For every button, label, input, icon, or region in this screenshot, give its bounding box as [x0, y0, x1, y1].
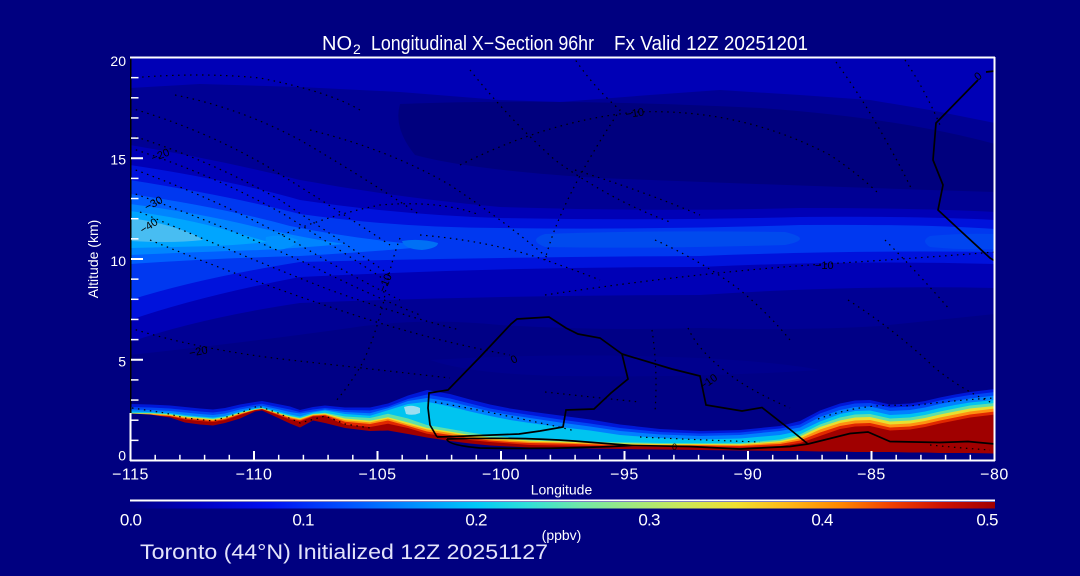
svg-text:0: 0: [672, 442, 677, 452]
svg-text:20: 20: [110, 53, 126, 69]
svg-text:Longitudinal X−Section 96hr: Longitudinal X−Section 96hr: [371, 33, 594, 55]
svg-text:−10: −10: [815, 260, 834, 272]
svg-text:0.3: 0.3: [638, 511, 660, 530]
svg-text:−80: −80: [980, 467, 1009, 484]
svg-text:10: 10: [110, 253, 126, 269]
svg-text:0.0: 0.0: [120, 511, 142, 530]
svg-text:−115: −115: [112, 467, 149, 484]
svg-text:−20: −20: [188, 344, 209, 360]
svg-text:NO: NO: [322, 33, 352, 55]
svg-text:−105: −105: [358, 467, 396, 484]
svg-text:−10: −10: [625, 106, 645, 120]
svg-text:−95: −95: [610, 467, 639, 484]
svg-text:Altitude (km): Altitude (km): [85, 220, 101, 299]
svg-text:0.5: 0.5: [976, 511, 998, 530]
svg-text:−90: −90: [734, 467, 763, 484]
svg-text:0.2: 0.2: [465, 511, 487, 530]
svg-text:0.1: 0.1: [292, 511, 314, 530]
svg-text:0.4: 0.4: [811, 511, 833, 530]
svg-text:5: 5: [118, 354, 126, 370]
svg-text:0: 0: [509, 353, 520, 366]
svg-text:0: 0: [118, 448, 126, 464]
svg-text:15: 15: [110, 152, 126, 168]
svg-text:Longitude: Longitude: [531, 482, 593, 498]
svg-text:Fx Valid 12Z 20251201: Fx Valid 12Z 20251201: [614, 33, 808, 55]
svg-text:Toronto (44°N) Initialized 12Z: Toronto (44°N) Initialized 12Z 20251127: [140, 541, 548, 564]
svg-text:−110: −110: [236, 467, 273, 484]
svg-text:(ppbv): (ppbv): [542, 527, 582, 543]
svg-text:−100: −100: [482, 467, 520, 484]
svg-text:2: 2: [353, 41, 361, 57]
svg-text:−85: −85: [857, 467, 886, 484]
